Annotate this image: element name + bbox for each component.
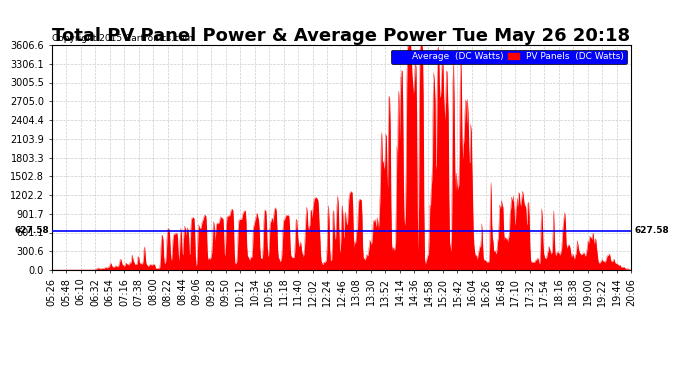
Legend: Average  (DC Watts), PV Panels  (DC Watts): Average (DC Watts), PV Panels (DC Watts) (391, 50, 627, 64)
Text: Copyright 2015 Cartronics.com: Copyright 2015 Cartronics.com (52, 34, 194, 43)
Text: 627.58: 627.58 (634, 226, 669, 236)
Text: 627.58: 627.58 (14, 226, 49, 236)
Title: Total PV Panel Power & Average Power Tue May 26 20:18: Total PV Panel Power & Average Power Tue… (52, 27, 631, 45)
